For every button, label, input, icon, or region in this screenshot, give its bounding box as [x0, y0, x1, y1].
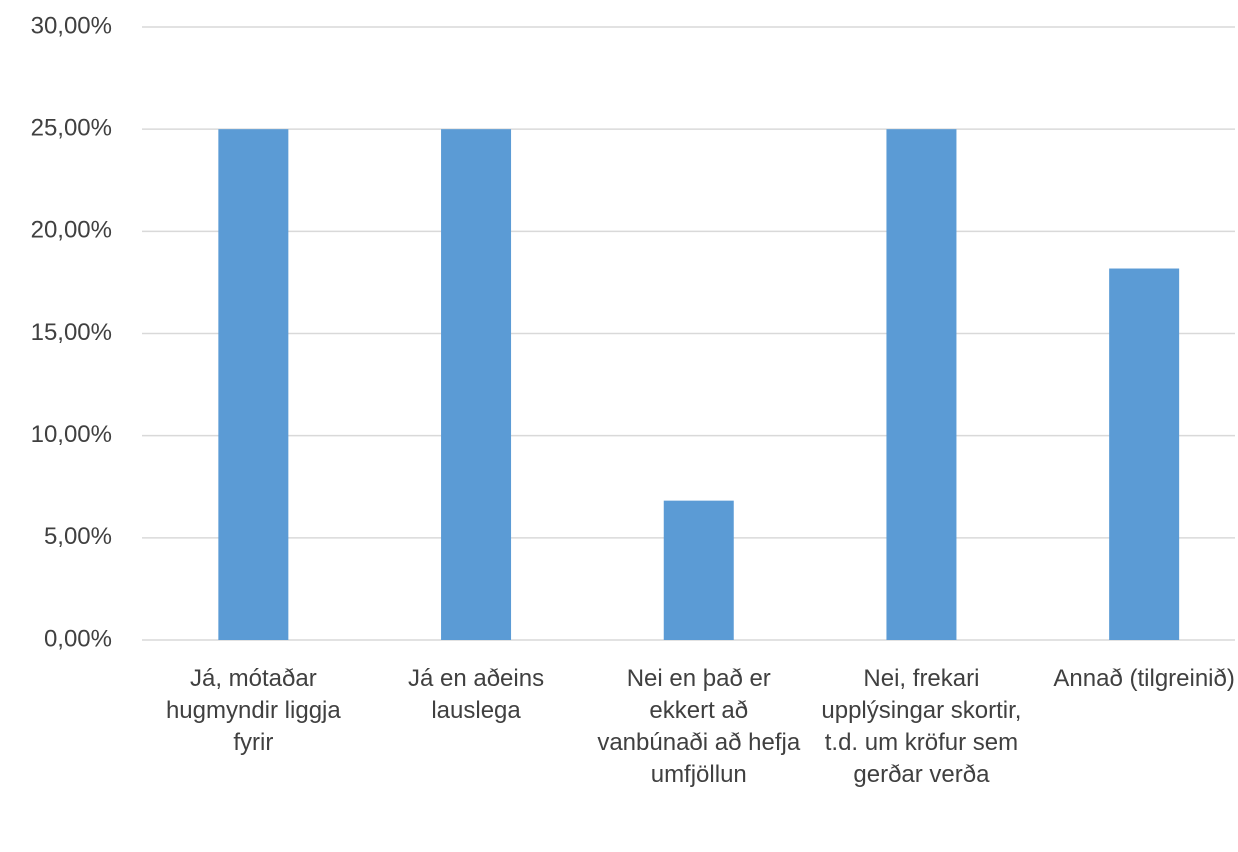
- x-tick-label: Nei en það er ekkert að vanbúnaði að hef…: [597, 665, 801, 788]
- bar: [1109, 268, 1180, 640]
- y-tick-label: 25,00%: [31, 115, 112, 142]
- x-tick-label: Já en aðeins lauslega: [407, 665, 545, 724]
- x-tick-label: Já, mótaðar hugmyndir liggja fyrir: [165, 665, 341, 756]
- y-tick-label: 20,00%: [31, 217, 112, 244]
- y-tick-label: 0,00%: [44, 625, 112, 652]
- x-tick-label: Annað (tilgreinið): [1053, 665, 1235, 692]
- bar: [441, 129, 512, 640]
- x-tick-label: Nei, frekari upplýsingar skortir, t.d. u…: [821, 665, 1022, 788]
- y-tick-label: 15,00%: [31, 319, 112, 346]
- bar: [886, 129, 957, 640]
- bar: [218, 129, 289, 640]
- bar: [663, 500, 734, 640]
- y-tick-label: 5,00%: [44, 523, 112, 550]
- y-tick-label: 10,00%: [31, 421, 112, 448]
- y-tick-label: 30,00%: [31, 12, 112, 39]
